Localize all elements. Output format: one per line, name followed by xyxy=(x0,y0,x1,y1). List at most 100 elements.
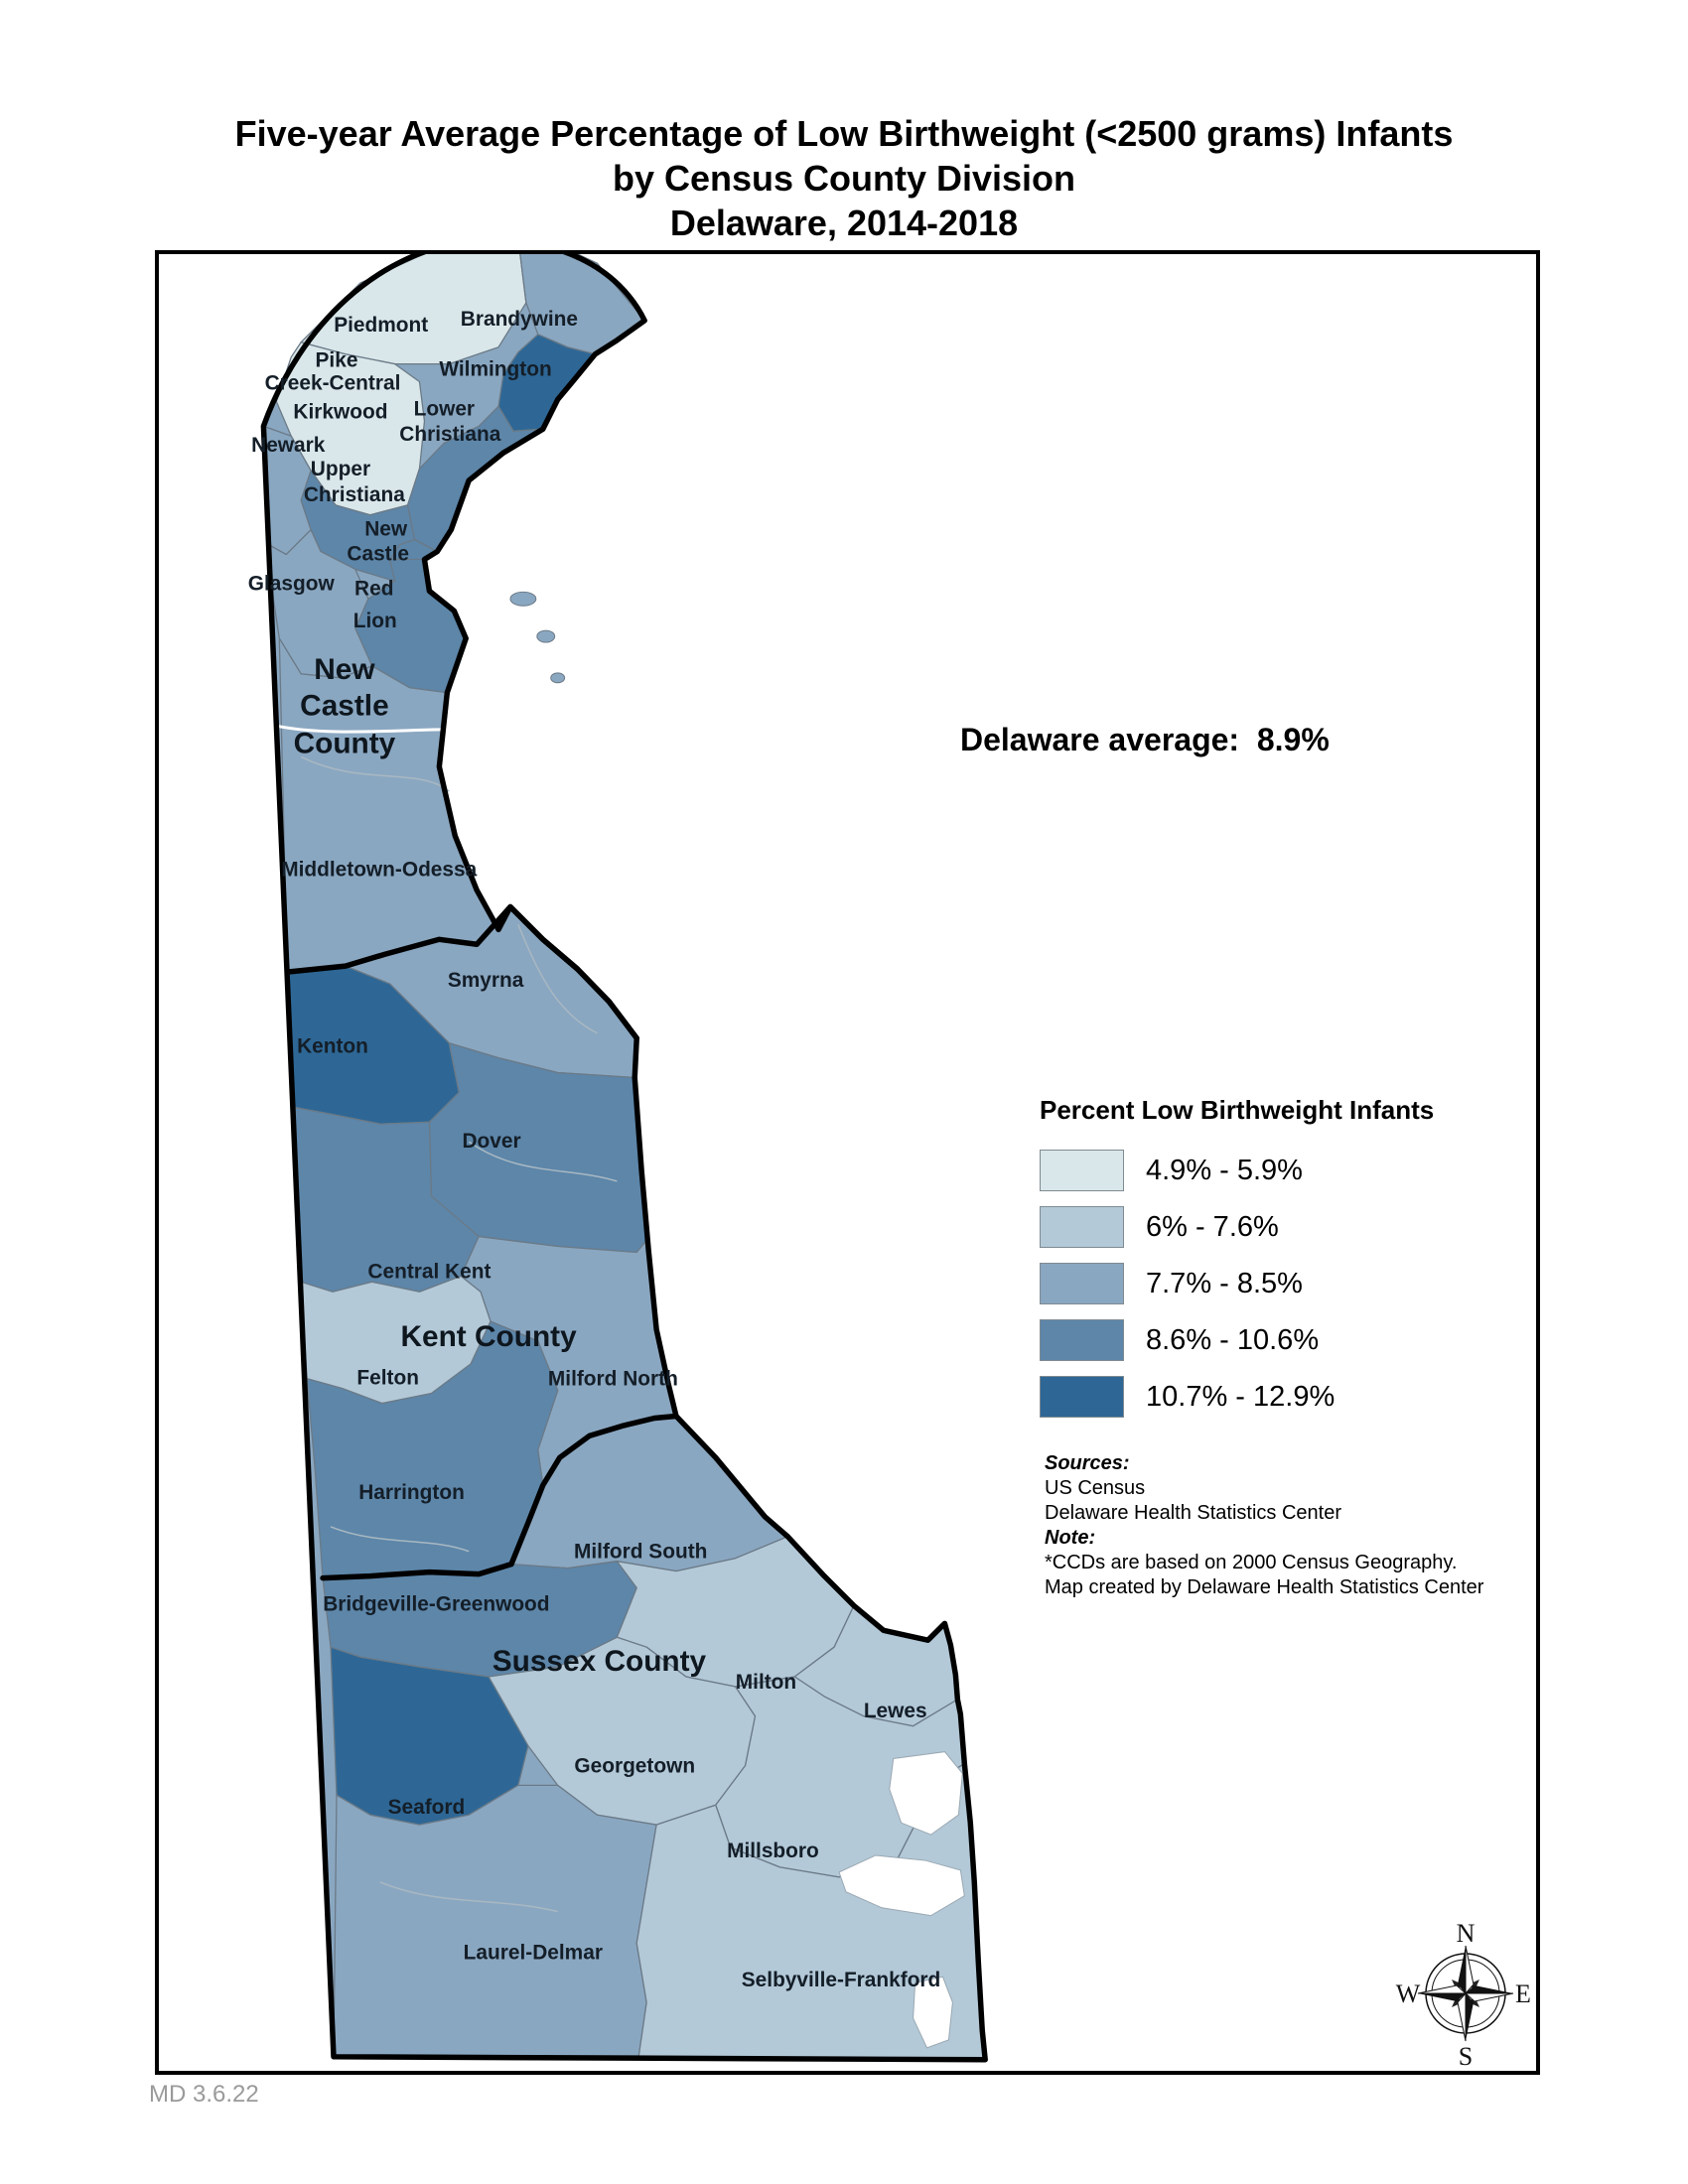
revision-stamp: MD 3.6.22 xyxy=(149,2081,259,2108)
stream xyxy=(517,924,598,1034)
compass-point-w xyxy=(1417,1984,1468,1994)
compass-point-s xyxy=(1457,1991,1467,2042)
region-laurel-delmar xyxy=(333,1784,657,2058)
region-label-red-lion: Red xyxy=(354,577,393,600)
region-label-red-lion: Lion xyxy=(353,610,397,632)
region-label-georgetown: Georgetown xyxy=(574,1754,695,1777)
region-label-upper-christiana: Christiana xyxy=(304,483,405,506)
compass-point-ne xyxy=(1469,1979,1479,1990)
region-label-lower-christiana: Christiana xyxy=(399,423,500,446)
compass-point-se xyxy=(1469,1996,1479,2007)
title-line-2: by Census County Division xyxy=(612,158,1076,199)
region-label-middletown-odessa: Middletown-Odessa xyxy=(281,859,477,882)
region-label-millsboro: Millsboro xyxy=(727,1840,819,1862)
sources-heading: Sources: xyxy=(1045,1452,1130,1474)
legend-title: Percent Low Birthweight Infants xyxy=(1040,1095,1435,1125)
canal xyxy=(273,724,544,737)
region-label-wilmington: Wilmington xyxy=(439,358,551,381)
region-label-milford-north: Milford North xyxy=(548,1368,678,1391)
title-line-3: Delaware, 2014-2018 xyxy=(669,203,1019,243)
legend-row: 10.7% - 12.9% xyxy=(1040,1376,1506,1418)
legend-row: 8.6% - 10.6% xyxy=(1040,1319,1506,1361)
page-title: Five-year Average Percentage of Low Birt… xyxy=(0,111,1688,245)
region-label-central-kent: Central Kent xyxy=(367,1260,491,1283)
region-label-pike-creek-central-kirkwood: Kirkwood xyxy=(293,400,387,423)
compass-label-e: E xyxy=(1515,1979,1531,2008)
legend-swatch xyxy=(1040,1376,1124,1418)
region-label-upper-christiana: Upper xyxy=(311,458,370,480)
bay xyxy=(913,1976,953,2049)
region-label-smyrna: Smyrna xyxy=(448,969,524,992)
region-label-seaford: Seaford xyxy=(388,1796,466,1819)
legend-range-label: 4.9% - 5.9% xyxy=(1146,1154,1303,1186)
region-label-pike-creek-central-kirkwood: Creek-Central xyxy=(265,371,401,394)
region-label-new-castle: Castle xyxy=(347,542,409,565)
region-label-dover: Dover xyxy=(462,1130,520,1153)
legend-row: 7.7% - 8.5% xyxy=(1040,1263,1506,1304)
legend-row: 4.9% - 5.9% xyxy=(1040,1150,1506,1191)
region-label-lower-christiana: Lower xyxy=(414,397,475,420)
compass-label-s: S xyxy=(1459,2042,1473,2071)
region-label-milford-south: Milford South xyxy=(574,1541,707,1564)
compass-label-w: W xyxy=(1396,1979,1421,2008)
sources-line-1: US Census xyxy=(1045,1477,1146,1499)
legend-range-label: 10.7% - 12.9% xyxy=(1146,1380,1336,1413)
region-label-bridgeville-greenwood: Bridgeville-Greenwood xyxy=(323,1592,549,1615)
region-label-piedmont: Piedmont xyxy=(334,314,428,337)
region-middletown-odessa xyxy=(278,637,511,973)
state-outline xyxy=(260,254,988,2063)
stream xyxy=(468,1141,618,1182)
region-label-milton: Milton xyxy=(736,1671,796,1694)
state-average-note: Delaware average: 8.9% xyxy=(960,722,1330,757)
bay xyxy=(838,1854,965,1917)
legend-swatch xyxy=(1040,1206,1124,1248)
region-label-pike-creek-central-kirkwood: Pike xyxy=(316,349,358,372)
region-label-brandywine: Brandywine xyxy=(461,308,578,331)
legend-swatch xyxy=(1040,1263,1124,1304)
title-line-1: Five-year Average Percentage of Low Birt… xyxy=(234,113,1454,154)
region-label-selbyville-frankford: Selbyville-Frankford xyxy=(742,1969,941,1991)
compass-rose-icon: N S E W xyxy=(1396,1919,1531,2071)
river-island xyxy=(509,591,537,607)
region-label-laurel-delmar: Laurel-Delmar xyxy=(464,1941,603,1964)
legend-range-label: 6% - 7.6% xyxy=(1146,1210,1279,1243)
county-label: Castle xyxy=(300,690,388,723)
note-line-2: Map created by Delaware Health Statistic… xyxy=(1045,1576,1484,1598)
legend-row: 6% - 7.6% xyxy=(1040,1206,1506,1248)
region-label-harrington: Harrington xyxy=(358,1481,465,1504)
note-heading: Note: xyxy=(1045,1527,1096,1549)
region-label-kenton: Kenton xyxy=(297,1035,368,1058)
river-island xyxy=(536,629,556,643)
compass-point-w xyxy=(1418,1993,1466,2001)
region-label-newark: Newark xyxy=(251,434,326,457)
compass-point-n xyxy=(1458,1946,1466,1993)
bay xyxy=(889,1751,963,1836)
region-label-felton: Felton xyxy=(356,1367,419,1390)
compass-point-n xyxy=(1465,1945,1475,1995)
compass-point-s xyxy=(1466,1993,1474,2041)
legend-swatch xyxy=(1040,1319,1124,1361)
river-island xyxy=(550,672,566,684)
compass-point-e xyxy=(1464,1992,1514,2002)
sources-line-2: Delaware Health Statistics Center xyxy=(1045,1502,1342,1524)
map-frame: Piedmont Brandywine Pike Creek-Central Kirkw… xyxy=(155,250,1540,2075)
legend-range-label: 7.7% - 8.5% xyxy=(1146,1267,1303,1299)
region-label-new-castle: New xyxy=(364,518,408,541)
stream xyxy=(330,1526,470,1553)
region-label-lewes: Lewes xyxy=(864,1700,927,1722)
legend-rows: 4.9% - 5.9% 6% - 7.6% 7.7% - 8.5% 8.6% - 10… xyxy=(1040,1150,1506,1418)
compass-label-n: N xyxy=(1457,1919,1476,1948)
legend-swatch xyxy=(1040,1150,1124,1191)
note-line-1: *CCDs are based on 2000 Census Geography… xyxy=(1045,1552,1458,1573)
compass-point-e xyxy=(1466,1985,1513,1993)
stream xyxy=(379,1881,558,1913)
county-label: New xyxy=(314,653,375,686)
legend: Percent Low Birthweight Infants 4.9% - 5… xyxy=(1040,1095,1506,1433)
county-label: Kent County xyxy=(400,1320,577,1353)
compass-point-nw xyxy=(1452,1979,1463,1990)
county-label: Sussex County xyxy=(492,1645,707,1678)
region-label-glasgow: Glasgow xyxy=(248,572,336,595)
county-label: County xyxy=(294,727,396,759)
legend-range-label: 8.6% - 10.6% xyxy=(1146,1323,1320,1356)
